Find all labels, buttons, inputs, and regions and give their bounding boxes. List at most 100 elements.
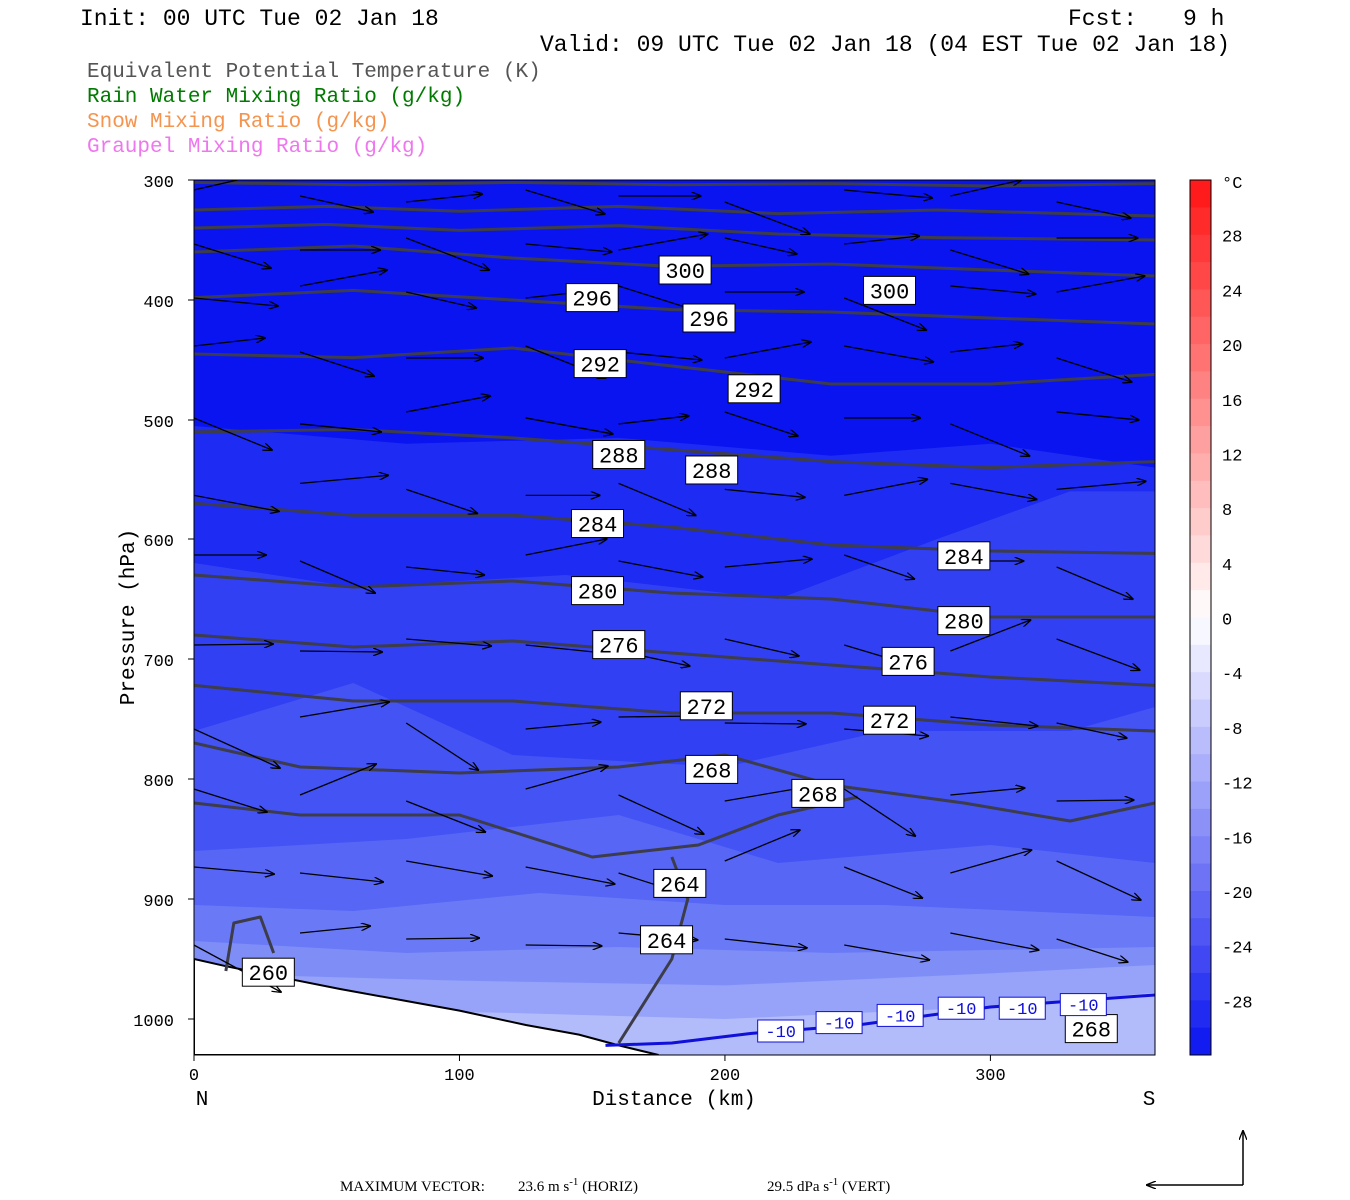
colorbar-tick-label: 12 bbox=[1222, 447, 1242, 466]
field-legend: Equivalent Potential Temperature (K)Rain… bbox=[87, 61, 541, 159]
contour-label: 272 bbox=[870, 710, 910, 735]
colorbar-tick-label: 0 bbox=[1222, 612, 1232, 631]
contour-label: 276 bbox=[888, 651, 928, 676]
max-horizontal-vector: 23.6 m s-1 (HORIZ) bbox=[518, 1176, 638, 1195]
colorbar-segment bbox=[1190, 180, 1211, 208]
wind-vector bbox=[950, 932, 1038, 950]
colorbar-segment bbox=[1190, 617, 1211, 646]
wind-vector bbox=[406, 396, 490, 413]
colorbar-segment bbox=[1190, 672, 1211, 701]
wind-vector bbox=[299, 195, 373, 212]
wind-vector bbox=[950, 423, 1029, 456]
wind-vector bbox=[406, 938, 479, 939]
colorbar-tick-label: -16 bbox=[1222, 830, 1253, 849]
theta-e-contour-line bbox=[194, 573, 1155, 619]
isotherm-label-box bbox=[937, 996, 985, 1020]
colorbar-tick-label: 8 bbox=[1222, 502, 1232, 521]
contour-label-box bbox=[863, 705, 917, 735]
wind-vector bbox=[194, 494, 279, 511]
wind-vector bbox=[1056, 638, 1140, 670]
wind-vector bbox=[525, 866, 615, 884]
contour-label: 280 bbox=[944, 611, 984, 636]
wind-vector bbox=[194, 243, 271, 268]
y-axis-label: Pressure (hPa) bbox=[118, 529, 141, 705]
colorbar-segment bbox=[1190, 644, 1211, 673]
wind-vector bbox=[1056, 800, 1134, 801]
x-tick-label: 0 bbox=[189, 1067, 199, 1086]
theta-e-contour-line bbox=[194, 204, 1155, 218]
contour-label-box bbox=[937, 606, 991, 636]
isotherm-label: -10 bbox=[1007, 1001, 1038, 1020]
wind-vector bbox=[724, 830, 800, 862]
wind-vector bbox=[950, 285, 1035, 294]
contour-label: 300 bbox=[870, 280, 910, 305]
theta-e-contour-line bbox=[224, 915, 276, 972]
colorbar: °C 28 24 20 16 12 8 4 0 -4 -8 -12 -16 -20 -24 -28 bbox=[1189, 175, 1253, 1056]
contour-label-box bbox=[571, 576, 625, 606]
isotherm-label: -10 bbox=[1068, 998, 1099, 1017]
wind-vector bbox=[525, 417, 613, 434]
y-tick-label: 600 bbox=[143, 533, 174, 552]
forecast-label: Fcst: bbox=[1068, 6, 1137, 32]
init-time: Init: 00 UTC Tue 02 Jan 18 bbox=[80, 6, 439, 32]
isotherm-label-box bbox=[757, 1019, 805, 1043]
colorbar-segment bbox=[1190, 344, 1211, 372]
colorbar-segment bbox=[1190, 836, 1211, 865]
wind-vector bbox=[724, 488, 805, 497]
isotherm-label-box bbox=[1059, 993, 1107, 1017]
contour-label: 296 bbox=[689, 308, 729, 333]
theta-e-contour-line bbox=[194, 180, 1155, 188]
colorbar-segment bbox=[1190, 726, 1211, 755]
colorbar-segment bbox=[1190, 863, 1211, 892]
plot-area: 300 300 296 296 292 292 288 288 284 284 280 280 276 2… bbox=[193, 179, 1156, 1056]
wind-vector bbox=[618, 285, 695, 310]
max-vector-label: MAXIMUM VECTOR: bbox=[340, 1179, 485, 1195]
wind-vector bbox=[406, 291, 476, 308]
colorbar-segment bbox=[1190, 480, 1211, 509]
wind-vector bbox=[950, 482, 1036, 499]
colorbar-unit: °C bbox=[1222, 175, 1242, 194]
field-legend-item: Rain Water Mixing Ratio (g/kg) bbox=[87, 86, 465, 109]
y-tick-label: 400 bbox=[143, 294, 174, 313]
wind-vector bbox=[950, 180, 1021, 197]
wind-vector bbox=[618, 351, 702, 360]
wind-vector bbox=[299, 872, 383, 882]
forecast-hour: 9 h bbox=[1183, 6, 1224, 32]
colorbar-frame bbox=[1189, 179, 1212, 1056]
colorbar-tick-label: -24 bbox=[1222, 940, 1253, 959]
wind-vector bbox=[724, 723, 806, 724]
wind-vector bbox=[843, 788, 915, 836]
isotherm-label: -10 bbox=[885, 1008, 916, 1027]
isotherm-label: -10 bbox=[824, 1016, 855, 1035]
contour-label: 268 bbox=[692, 759, 732, 784]
wind-vector bbox=[1056, 481, 1146, 490]
wind-vector bbox=[844, 189, 932, 198]
wind-vector bbox=[844, 236, 919, 245]
contour-label: 268 bbox=[798, 783, 838, 808]
wind-vector bbox=[618, 482, 696, 515]
wind-vector bbox=[299, 560, 375, 593]
wind-vector bbox=[525, 243, 612, 252]
wind-vector bbox=[844, 554, 914, 579]
wind-vector bbox=[406, 194, 482, 203]
wind-vector bbox=[724, 559, 812, 568]
colorbar-segment bbox=[1190, 945, 1211, 974]
wind-vector bbox=[844, 944, 929, 960]
field-legend-item: Snow Mixing Ratio (g/kg) bbox=[87, 111, 389, 134]
theta-e-contour-line bbox=[194, 222, 1155, 242]
contour-label-box bbox=[241, 957, 295, 987]
contour-label: 288 bbox=[692, 460, 732, 485]
contour-label-box bbox=[791, 778, 845, 808]
colorbar-segment bbox=[1190, 808, 1211, 837]
wind-vector bbox=[844, 479, 927, 496]
field-legend-item: Equivalent Potential Temperature (K) bbox=[87, 61, 541, 84]
contour-label: 284 bbox=[578, 514, 618, 539]
wind-vector bbox=[194, 417, 272, 450]
temperature-shading bbox=[194, 425, 1155, 1055]
colorbar-segment bbox=[1190, 398, 1211, 427]
contour-label: 272 bbox=[687, 696, 727, 721]
wind-vector bbox=[406, 638, 491, 646]
wind-vector bbox=[844, 345, 933, 362]
wind-vector bbox=[1056, 201, 1131, 218]
wind-vector bbox=[724, 638, 799, 656]
